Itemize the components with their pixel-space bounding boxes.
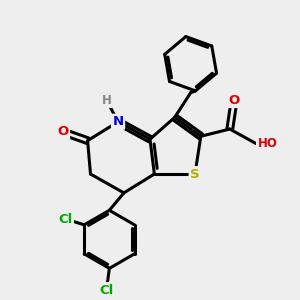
Text: O: O (57, 125, 68, 138)
Text: Cl: Cl (99, 284, 114, 297)
Text: N: N (112, 115, 124, 128)
Text: H: H (101, 94, 111, 106)
Text: N: N (112, 115, 124, 128)
Text: O: O (229, 94, 240, 106)
Text: S: S (190, 167, 200, 181)
Text: HO: HO (257, 137, 277, 150)
Text: S: S (190, 167, 200, 181)
Text: Cl: Cl (58, 212, 73, 226)
Text: Cl: Cl (99, 284, 114, 297)
Text: O: O (57, 125, 68, 138)
Text: HO: HO (257, 137, 277, 150)
Text: Cl: Cl (58, 212, 73, 226)
Text: H: H (101, 94, 111, 106)
Text: O: O (229, 94, 240, 106)
